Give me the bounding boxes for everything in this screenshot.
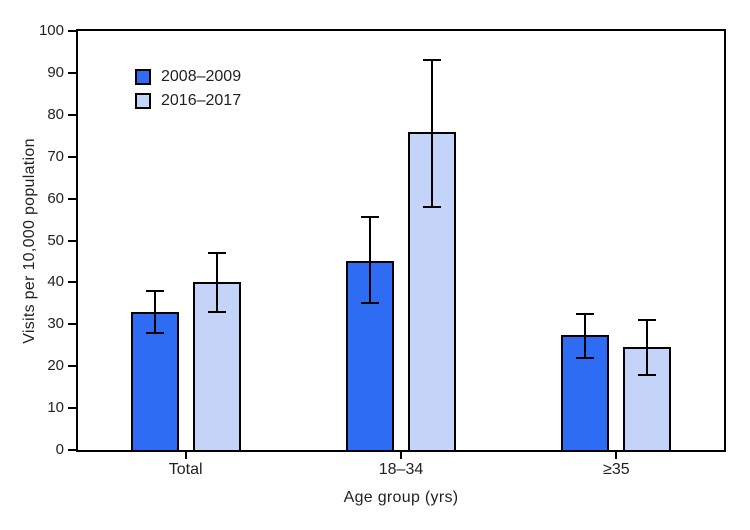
y-tick-mark (68, 155, 76, 158)
y-tick-label: 60 (47, 189, 64, 207)
error-bar-line (215, 253, 218, 312)
error-bar-cap-top (145, 289, 164, 292)
error-bar-cap-bottom (423, 205, 441, 208)
legend-swatch-icon (135, 69, 151, 85)
x-tick-mark (184, 452, 187, 459)
error-bar-line (369, 217, 371, 304)
legend: 2008–2009 2016–2017 (135, 68, 242, 117)
y-tick-mark (68, 197, 76, 200)
y-tick-label: 80 (47, 105, 64, 123)
error-bar-cap-top (638, 319, 657, 322)
y-tick-mark (68, 407, 76, 410)
x-category-label: ≥35 (603, 461, 630, 478)
y-tick-label: 50 (47, 231, 64, 249)
y-tick-label: 30 (47, 315, 64, 333)
y-tick-mark (68, 449, 76, 451)
x-category-label: Total (168, 461, 203, 478)
error-bar-line (584, 313, 587, 358)
x-tick-mark (400, 452, 402, 459)
y-tick-mark (68, 281, 76, 284)
error-bar-line (646, 320, 649, 375)
error-bar-cap-bottom (145, 331, 164, 334)
legend-item: 2008–2009 (135, 68, 242, 85)
legend-swatch-icon (135, 93, 151, 109)
y-tick-label: 10 (47, 399, 64, 417)
error-bar-line (153, 290, 156, 333)
y-tick-label: 90 (47, 63, 64, 81)
y-tick-label: 40 (47, 273, 64, 291)
legend-item: 2016–2017 (135, 92, 242, 109)
error-bar-cap-top (423, 59, 441, 62)
error-bar-cap-top (207, 252, 226, 255)
y-tick-mark (68, 30, 76, 32)
x-category-label: 18–34 (378, 461, 424, 478)
error-bar-line (431, 60, 433, 207)
legend-label: 2016–2017 (161, 92, 242, 109)
y-tick-label: 20 (47, 357, 64, 375)
x-axis-title: Age group (yrs) (343, 489, 459, 506)
error-bar-cap-top (361, 216, 379, 219)
error-bar-cap-bottom (361, 302, 379, 305)
y-tick-label: 100 (38, 22, 64, 39)
plot-frame (76, 29, 726, 452)
error-bar-cap-top (576, 312, 595, 315)
y-tick-mark (68, 239, 76, 242)
y-tick-mark (68, 71, 76, 74)
y-tick-mark (68, 113, 76, 116)
y-tick-mark (68, 323, 76, 326)
error-bar-cap-bottom (576, 356, 595, 359)
legend-label: 2008–2009 (161, 68, 242, 85)
y-tick-mark (68, 365, 76, 368)
error-bar-cap-bottom (207, 310, 226, 313)
y-tick-label: 0 (55, 441, 64, 458)
y-tick-label: 70 (47, 147, 64, 165)
x-tick-mark (615, 452, 618, 459)
error-bar-cap-bottom (638, 373, 657, 376)
